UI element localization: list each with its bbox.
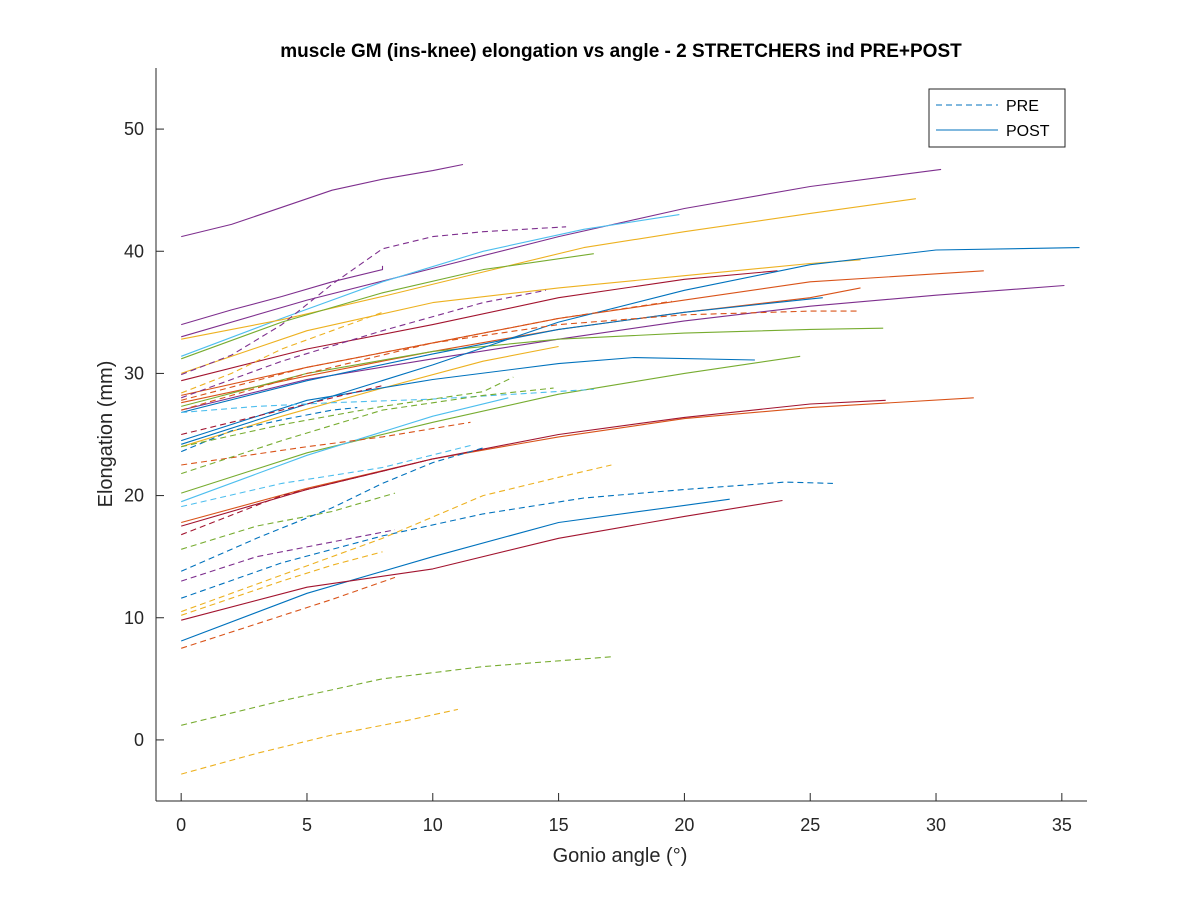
post-series-line-4 [181,198,916,340]
post-series-line-16 [181,355,801,494]
x-tick-label: 10 [423,815,443,835]
post-series-line-7 [181,270,778,382]
legend-box [928,88,1066,148]
y-tick-label: 10 [124,608,144,628]
x-tick-label: 20 [674,815,694,835]
x-tick-label: 5 [302,815,312,835]
pre-series-line-28 [181,388,594,414]
pre-series-line-26 [181,310,861,411]
post-series-line-14 [181,356,755,442]
y-tick-label: 30 [124,363,144,383]
x-axis-label: Gonio angle (°) [553,845,688,867]
legend: PRE POST [928,88,1066,148]
pre-series-line-29 [180,407,358,453]
post-series-line-21 [181,499,783,621]
post-series-line-1 [181,265,384,326]
pre-series-line-23 [181,289,547,399]
pre-series-line-30 [181,376,514,448]
y-axis-ticks: 0 10 20 30 40 50 [124,119,164,750]
y-tick-label: 0 [134,730,144,750]
pre-series-line-39 [181,464,612,613]
post-series-line-5 [181,253,594,360]
pre-series-line-40 [181,551,383,616]
post-series-line-20 [181,498,730,642]
pre-series-line-24 [181,311,383,394]
pre-series-line-41 [181,576,396,649]
series-layer [180,163,1080,775]
x-tick-label: 25 [800,815,820,835]
y-tick-label: 50 [124,119,144,139]
post-series-line-18 [181,397,974,524]
pre-series-line-25 [181,300,672,401]
post-series-line-6 [181,259,861,374]
x-axis-ticks: 0 5 10 15 20 25 30 35 [176,793,1072,835]
post-series-line-2 [181,168,942,338]
pre-series-line-32 [181,387,554,475]
x-tick-label: 30 [926,815,946,835]
pre-series-line-31 [181,421,471,466]
y-axis-label: Elongation (mm) [95,361,117,508]
pre-series-line-27 [181,385,383,436]
legend-label-post: POST [1006,123,1050,140]
pre-series-line-36 [180,447,484,572]
pre-series-line-42 [181,656,612,726]
chart-title: muscle GM (ins-knee) elongation vs angle… [280,41,962,62]
post-series-line-12 [181,297,823,414]
pre-series-line-38 [181,481,833,599]
post-series-line-17 [181,397,509,503]
post-series-line-3 [181,214,680,357]
x-tick-label: 0 [176,815,186,835]
y-tick-label: 20 [124,486,144,506]
post-series-line-0 [181,163,464,238]
x-tick-label: 35 [1052,815,1072,835]
post-series-line-15 [181,247,1080,445]
pre-series-line-22 [181,226,567,376]
pre-series-line-33 [181,444,471,508]
y-tick-label: 40 [124,241,144,261]
pre-series-line-43 [181,708,459,775]
legend-label-pre: PRE [1006,98,1039,115]
x-tick-label: 15 [549,815,569,835]
pre-series-line-34 [181,458,433,536]
